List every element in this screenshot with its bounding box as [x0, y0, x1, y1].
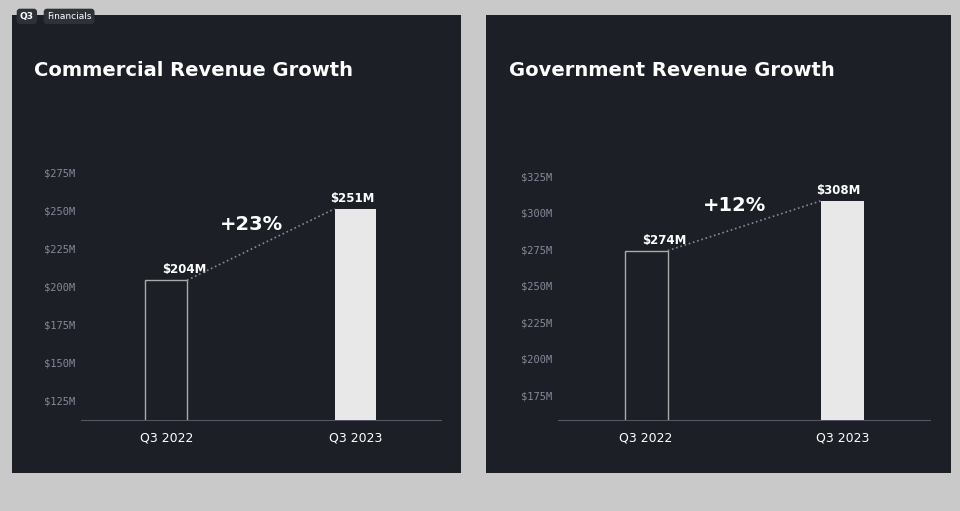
Text: Q3: Q3: [20, 12, 34, 21]
Text: +23%: +23%: [220, 215, 283, 234]
Text: Financials: Financials: [47, 12, 91, 21]
Text: $251M: $251M: [330, 192, 374, 205]
Bar: [821, 201, 864, 511]
Bar: [146, 280, 187, 511]
Text: Government Revenue Growth: Government Revenue Growth: [509, 61, 835, 80]
Text: $274M: $274M: [642, 234, 686, 247]
Bar: [335, 209, 376, 511]
Text: Commercial Revenue Growth: Commercial Revenue Growth: [34, 61, 353, 80]
Bar: [625, 250, 668, 511]
Text: $204M: $204M: [162, 263, 206, 276]
Text: +12%: +12%: [703, 196, 766, 215]
Text: $308M: $308M: [816, 184, 861, 197]
